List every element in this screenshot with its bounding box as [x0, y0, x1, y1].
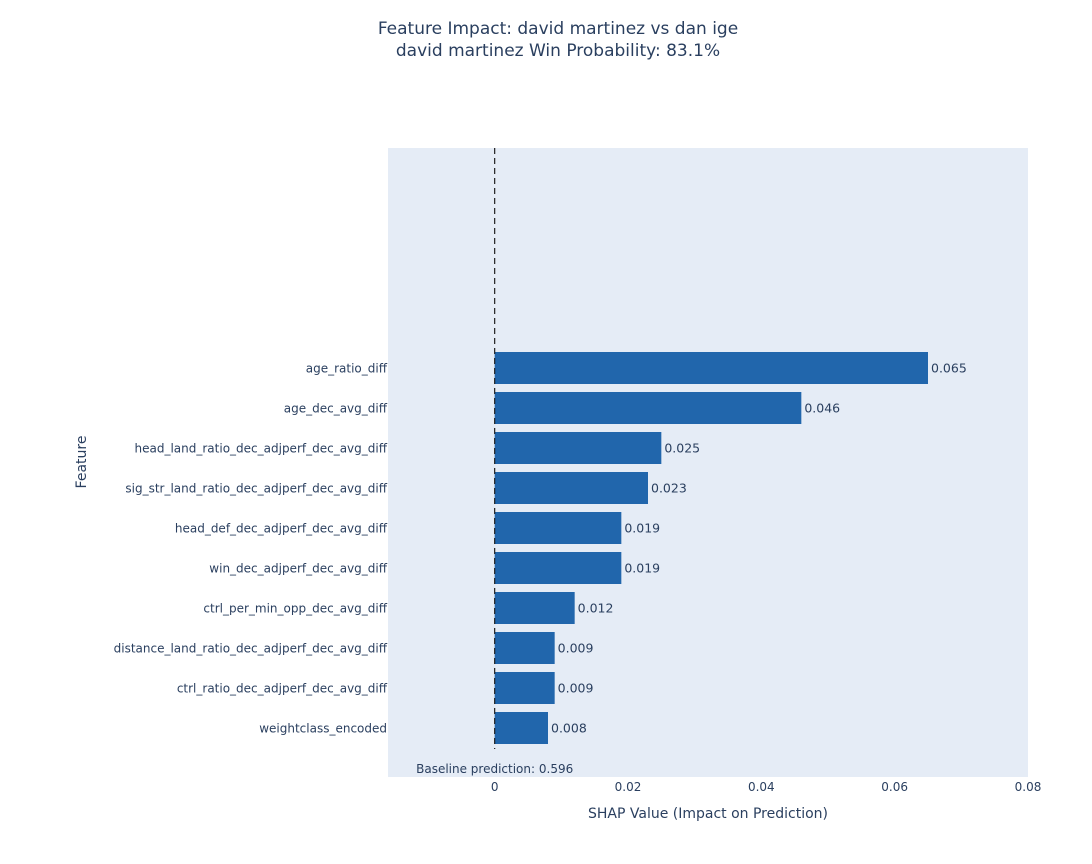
bar-head_land_ratio_dec_adjperf_dec_avg_diff: [494, 432, 662, 464]
x-tick-label: 0.08: [1015, 780, 1042, 794]
bar-sig_str_land_ratio_dec_adjperf_dec_avg_diff: [494, 472, 648, 504]
y-axis-title: Feature: [74, 436, 90, 489]
bar-value-label: 0.012: [578, 601, 614, 616]
category-label: head_land_ratio_dec_adjperf_dec_avg_diff: [135, 442, 388, 456]
baseline-annotation: Baseline prediction: 0.596: [416, 762, 573, 776]
bars-layer: [494, 352, 928, 744]
bar-value-label: 0.009: [558, 641, 594, 656]
x-axis-title: SHAP Value (Impact on Prediction): [588, 806, 828, 822]
chart-subtitle: david martinez Win Probability: 83.1%: [396, 41, 720, 61]
value-labels-layer: 0.065 0.046 0.025 0.023 0.019 0.019 0.012 0.009…: [551, 361, 967, 736]
bar-weightclass_encoded: [494, 712, 548, 744]
category-label: ctrl_ratio_dec_adjperf_dec_avg_diff: [177, 682, 388, 696]
bar-age_dec_avg_diff: [494, 392, 802, 424]
x-ticks-layer: 0 0.02 0.04 0.06 0.08: [491, 780, 1042, 794]
bar-ctrl_per_min_opp_dec_avg_diff: [494, 592, 575, 624]
bar-win_dec_adjperf_dec_avg_diff: [494, 552, 622, 584]
category-label: sig_str_land_ratio_dec_adjperf_dec_avg_d…: [125, 482, 387, 496]
bar-value-label: 0.025: [664, 441, 700, 456]
bar-value-label: 0.019: [624, 561, 660, 576]
category-label: head_def_dec_adjperf_dec_avg_diff: [175, 522, 388, 536]
x-tick-label: 0: [491, 780, 499, 794]
plot-area: [388, 148, 1028, 777]
x-tick-label: 0.02: [615, 780, 642, 794]
category-label: win_dec_adjperf_dec_avg_diff: [209, 562, 387, 576]
x-tick-label: 0.04: [748, 780, 775, 794]
bar-value-label: 0.009: [558, 681, 594, 696]
bar-value-label: 0.046: [804, 401, 840, 416]
bar-value-label: 0.008: [551, 721, 587, 736]
bar-value-label: 0.023: [651, 481, 687, 496]
x-tick-label: 0.06: [881, 780, 908, 794]
category-label: distance_land_ratio_dec_adjperf_dec_avg_…: [114, 642, 388, 656]
bar-distance_land_ratio_dec_adjperf_dec_avg_diff: [494, 632, 555, 664]
category-label: ctrl_per_min_opp_dec_avg_diff: [203, 602, 387, 616]
bar-age_ratio_diff: [494, 352, 928, 384]
chart-title: Feature Impact: david martinez vs dan ig…: [378, 19, 738, 39]
category-label: age_ratio_diff: [306, 362, 388, 376]
bar-ctrl_ratio_dec_adjperf_dec_avg_diff: [494, 672, 555, 704]
category-label: age_dec_avg_diff: [284, 402, 388, 416]
bar-head_def_dec_adjperf_dec_avg_diff: [494, 512, 622, 544]
category-label: weightclass_encoded: [259, 722, 387, 736]
bar-value-label: 0.019: [624, 521, 660, 536]
category-labels-layer: age_ratio_diff age_dec_avg_diff head_land_…: [114, 362, 388, 736]
bar-value-label: 0.065: [931, 361, 967, 376]
